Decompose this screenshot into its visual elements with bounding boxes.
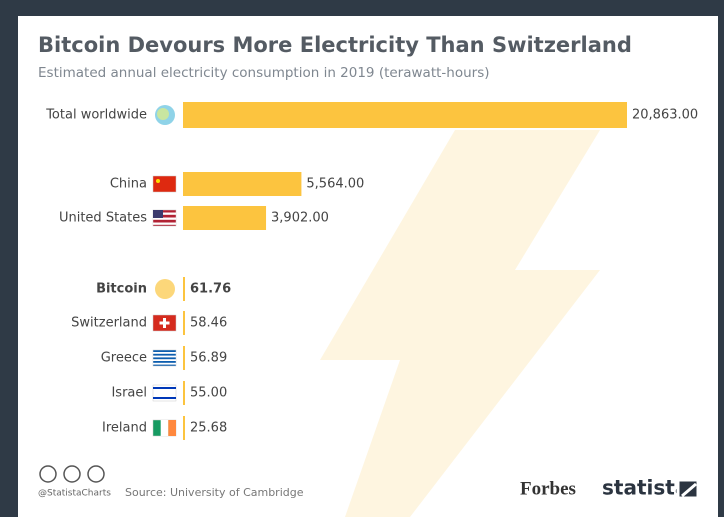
value-label: 58.46: [190, 316, 227, 331]
value-label: 20,863.00: [632, 108, 698, 123]
category-label: China: [110, 177, 147, 192]
source: Source: University of Cambridge: [125, 486, 304, 499]
card: [18, 16, 718, 517]
value-label: 25.68: [190, 421, 227, 436]
category-label: Switzerland: [71, 316, 147, 331]
flag-icon: [153, 397, 176, 399]
bar: [183, 311, 185, 335]
flag-icon: [153, 217, 176, 220]
bar: [183, 206, 267, 230]
flag-icon: [152, 175, 177, 193]
flag-icon: [153, 355, 176, 358]
brand-statista: statista: [602, 476, 688, 500]
handle: @StatistaCharts: [38, 489, 111, 499]
flag-icon: [168, 420, 176, 436]
value-label: 3,902.00: [271, 211, 329, 226]
flag-icon: [159, 321, 170, 325]
category-label: Israel: [111, 386, 147, 401]
cc-icons: [39, 465, 105, 483]
flag-icon: [153, 387, 176, 389]
bar: [183, 416, 185, 440]
flag-icon: [156, 179, 160, 183]
flag-icon: [153, 352, 176, 354]
brand-forbes: Forbes: [520, 478, 576, 499]
value-label: 55.00: [190, 386, 227, 401]
bar: [183, 381, 185, 405]
flag-icon: [153, 362, 176, 365]
flag-icon: [153, 222, 176, 225]
bar: [183, 346, 185, 370]
value-label: 61.76: [190, 282, 231, 297]
globe-icon: [157, 108, 169, 120]
flag-icon: [153, 212, 176, 215]
flag-icon: [152, 349, 177, 367]
lightning-bolt: [320, 130, 600, 517]
statista-logo: [676, 478, 700, 500]
bar: [183, 277, 185, 301]
flag-icon: [160, 420, 169, 436]
category-label: Greece: [101, 351, 147, 366]
category-label: United States: [59, 211, 147, 226]
value-label: 56.89: [190, 351, 227, 366]
flag-icon: [153, 359, 176, 361]
bar: [183, 172, 302, 196]
flag-icon: [153, 210, 163, 218]
category-label: Ireland: [102, 421, 147, 436]
category-label: Total worldwide: [45, 108, 147, 123]
category-label: Bitcoin: [96, 282, 147, 297]
bitcoin-icon: [155, 279, 175, 299]
value-label: 5,564.00: [306, 177, 364, 192]
bar: [183, 102, 627, 128]
chart-title: Bitcoin Devours More Electricity Than Sw…: [38, 33, 632, 57]
chart-subtitle: Estimated annual electricity consumption…: [38, 65, 490, 81]
